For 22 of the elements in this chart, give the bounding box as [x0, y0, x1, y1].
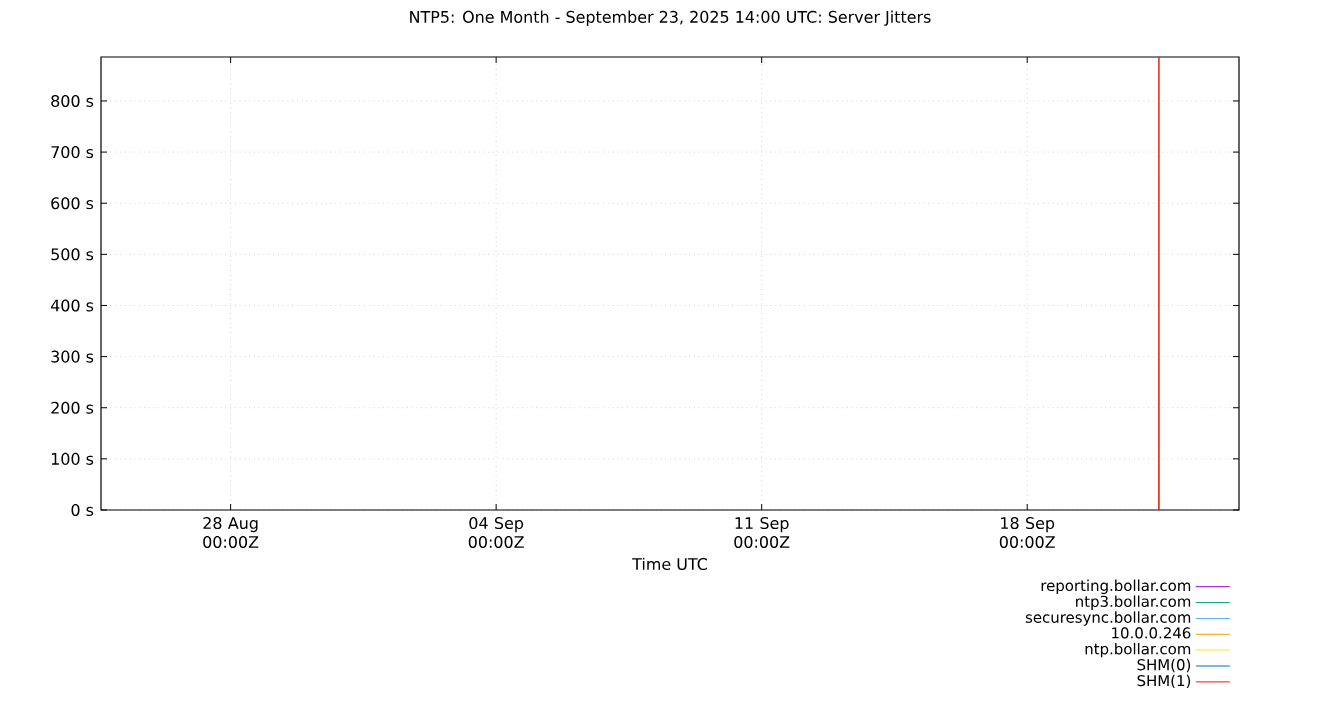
x-tick-label: 11 Sep 00:00Z [734, 517, 790, 549]
x-tick-label: 04 Sep 00:00Z [468, 517, 524, 549]
y-tick-label: 200 s [51, 401, 94, 414]
y-tick-label: 100 s [51, 452, 94, 465]
chart-title: NTP5: One Month - September 23, 2025 14:00 UTC: Server Jitters [410, 10, 931, 26]
legend-label: ntp.bollar.com [1085, 642, 1191, 658]
legend-label: SHM(0) [1137, 658, 1191, 673]
legend-label: ntp3.bollar.com [1076, 595, 1191, 610]
y-tick-label: 300 s [51, 350, 94, 363]
y-tick-label: 400 s [50, 299, 94, 312]
y-tick-label: 700 s [51, 146, 94, 159]
legend-label: SHM(1) [1137, 674, 1191, 689]
x-tick-label: 28 Aug 00:00Z [203, 517, 259, 549]
legend-label: 10.0.0.246 [1112, 627, 1191, 639]
y-tick-label: 0 s [71, 503, 94, 517]
y-tick-label: 600 s [51, 197, 94, 210]
x-axis-title: Time UTC [632, 557, 707, 571]
x-tick-label: 18 Sep 00:00Z [999, 517, 1055, 549]
legend-label: securesync.bollar.com [1025, 611, 1191, 626]
y-tick-label: 500 s [51, 248, 94, 261]
y-tick-label: 800 s [51, 94, 94, 107]
legend-label: reporting.bollar.com [1041, 579, 1191, 594]
